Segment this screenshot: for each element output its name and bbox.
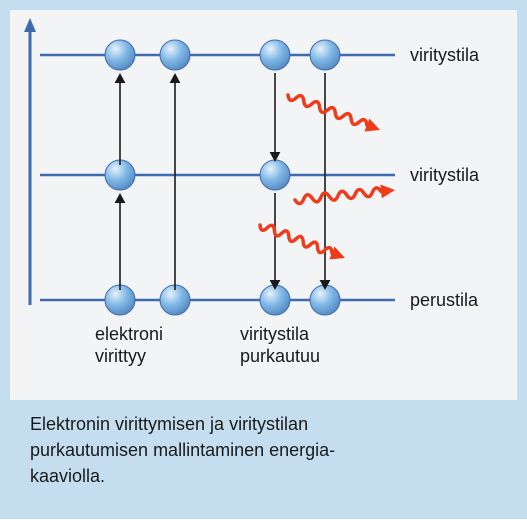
level-label: viritystila — [410, 45, 480, 65]
level-label: perustila — [410, 290, 479, 310]
electron — [105, 40, 135, 70]
electron — [260, 40, 290, 70]
caption-line: Elektronin virittymisen ja viritystilan — [30, 414, 308, 434]
caption-line: purkautumisen mallintaminen energia- — [30, 440, 335, 460]
left-column-label-line2: virittyy — [95, 346, 146, 366]
energy-level-diagram: viritystila viritystila perustila elektron… — [0, 0, 527, 519]
level-label: viritystila — [410, 165, 480, 185]
left-column-label-line1: elektroni — [95, 324, 163, 344]
right-column-label-line1: viritystila — [240, 324, 310, 344]
electron — [260, 160, 290, 190]
electron — [310, 40, 340, 70]
right-column-label-line2: purkautuu — [240, 346, 320, 366]
caption-line: kaaviolla. — [30, 466, 105, 486]
electron — [160, 40, 190, 70]
